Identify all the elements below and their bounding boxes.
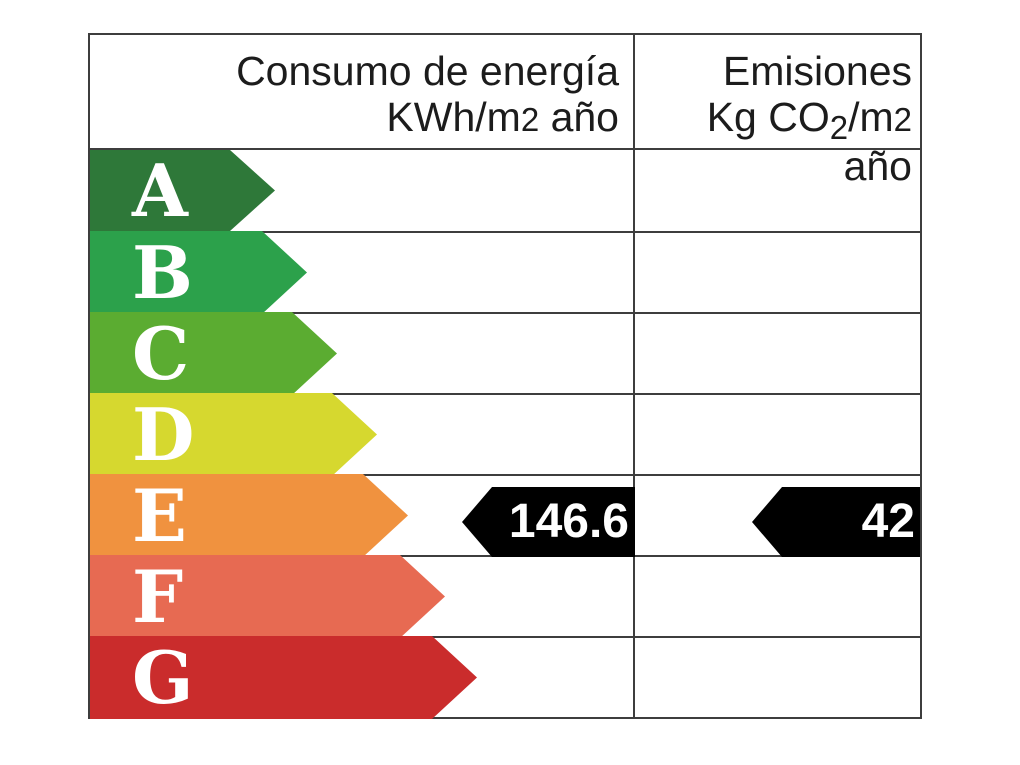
energy-efficiency-label: Consumo de energía KWh/m2 año Emisiones … <box>88 33 922 719</box>
emisiones-column-header: Emisiones Kg CO2/m2 año <box>635 35 920 189</box>
consumo-header-line1: Consumo de energía <box>236 48 619 94</box>
consumo-value: 146.6 <box>508 495 629 548</box>
emisiones-value-arrow: 42 <box>752 487 920 557</box>
rating-rows-body: A B C D E F G 146.6 42 <box>90 150 920 717</box>
rating-arrow-f: F <box>90 555 445 638</box>
rating-letter: B <box>132 230 193 315</box>
header-row: Consumo de energía KWh/m2 año Emisiones … <box>90 35 920 189</box>
subscript-2: 2 <box>829 109 849 146</box>
rating-row-g: G <box>90 636 920 717</box>
rating-arrow-a: A <box>90 150 275 231</box>
rating-letter: E <box>132 473 187 558</box>
rating-arrow-g: G <box>90 636 477 719</box>
rating-row-e: E <box>90 474 920 555</box>
rating-arrow-e: E <box>90 474 408 557</box>
rating-row-b: B <box>90 231 920 312</box>
consumo-header-line2: KWh/m2 año <box>386 94 619 140</box>
rating-letter: F <box>132 554 184 639</box>
superscript-2: 2 <box>520 101 540 138</box>
rating-letter: D <box>132 392 195 477</box>
rating-row-d: D <box>90 393 920 474</box>
consumo-value-arrow: 146.6 <box>462 487 635 557</box>
emisiones-header-line2: Kg CO2/m2 año <box>706 94 912 189</box>
rating-letter: C <box>132 311 190 396</box>
emisiones-value: 42 <box>861 495 915 548</box>
rating-arrow-c: C <box>90 312 337 395</box>
rating-arrow-d: D <box>90 393 377 476</box>
rating-row-f: F <box>90 555 920 636</box>
rating-row-c: C <box>90 312 920 393</box>
emisiones-header-line1: Emisiones <box>722 48 912 94</box>
rating-letter: A <box>132 148 188 233</box>
rating-row-a: A <box>90 150 920 231</box>
column-divider <box>633 150 635 717</box>
rating-letter: G <box>132 635 194 720</box>
superscript-2: 2 <box>893 101 912 138</box>
rating-arrow-b: B <box>90 231 307 314</box>
consumo-column-header: Consumo de energía KWh/m2 año <box>90 35 635 148</box>
